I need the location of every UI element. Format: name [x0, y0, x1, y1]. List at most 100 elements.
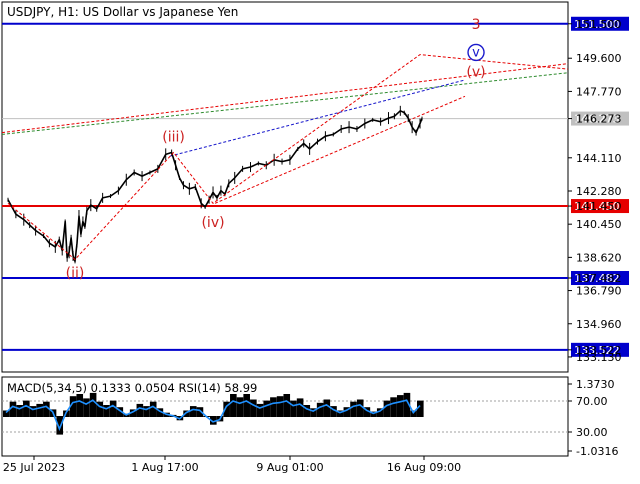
macd-bar [189, 406, 197, 417]
level-label-bg [571, 199, 629, 214]
macd-bar [23, 400, 30, 417]
macd-bar [270, 397, 277, 417]
x-tick-label: 25 Jul 2023 [3, 461, 65, 474]
level-label: 141.450 [574, 200, 620, 213]
x-tick-label: 16 Aug 09:00 [387, 461, 461, 474]
level-label-bg [571, 16, 629, 31]
wave-label: (iii) [162, 130, 185, 146]
macd-bar [29, 406, 37, 417]
indicator-tick-label: 70.00 [576, 395, 608, 408]
price-tick-label: 141.450 [576, 200, 622, 213]
level-label: 137.482 [574, 272, 620, 285]
price-tick-label: 149.600 [576, 52, 622, 65]
level-label-bg [571, 271, 629, 286]
macd-bar [310, 408, 317, 417]
rsi-line [5, 399, 421, 432]
macd-bar [103, 405, 110, 417]
macd-bar [417, 400, 424, 417]
level-label: 151.500 [574, 18, 620, 31]
macd-bar [303, 405, 311, 417]
indicator-tick-label: -1.0316 [576, 445, 618, 458]
macd-bar [396, 395, 404, 417]
wave-label: (v) [466, 64, 485, 80]
channel-lower-line [214, 95, 466, 204]
macd-bar [330, 406, 337, 417]
level-label-bg [571, 342, 629, 357]
macd-bar [56, 416, 64, 435]
channel-upper-line [1, 63, 569, 134]
price-series-line [7, 110, 423, 263]
macd-bar [410, 410, 417, 417]
macd-bar [9, 401, 17, 417]
macd-bar [250, 399, 257, 417]
macd-bar [109, 400, 117, 417]
macd-bar [403, 392, 411, 417]
indicator-frame [1, 376, 569, 457]
macd-bar [196, 407, 204, 417]
macd-bar [83, 398, 90, 417]
macd-bar [149, 401, 157, 417]
macd-bar [230, 394, 237, 417]
macd-bar [390, 397, 397, 417]
price-tick-label: 133.522 [576, 344, 622, 357]
macd-bar [43, 401, 50, 417]
price-tick-label: 144.110 [576, 152, 622, 165]
wave-label: v [472, 45, 480, 60]
macd-bar [383, 400, 391, 417]
macd-bar [210, 416, 217, 425]
wave-label: 3 [472, 17, 481, 33]
price-tick-label: 133.130 [576, 351, 622, 364]
macd-bar [263, 400, 271, 417]
macd-bar [363, 407, 371, 417]
price-tick-label: 137.482 [576, 272, 622, 285]
price-tick-label: 140.450 [576, 218, 622, 231]
macd-bar [129, 409, 137, 417]
price-tick-label: 134.960 [576, 318, 622, 331]
current-price-label: 146.273 [574, 113, 620, 126]
macd-bar [316, 402, 324, 417]
indicator-title: MACD(5,34,5) 0.1333 0.0504 RSI(14) 58.99 [7, 381, 257, 395]
wave-path [7, 54, 568, 261]
macd-bar [183, 410, 190, 417]
wave-label-circle [467, 43, 485, 62]
indicator-tick-label: 30.00 [576, 426, 608, 439]
price-tick-label: 151.500 [576, 18, 622, 31]
macd-bar [243, 394, 250, 417]
price-tick-label: 138.620 [576, 251, 622, 264]
macd-bar [370, 411, 377, 417]
main-frame [1, 1, 569, 373]
price-tick-label: 136.790 [576, 285, 622, 298]
macd-bar [376, 408, 384, 417]
macd-bar [3, 410, 10, 417]
macd-bar [96, 401, 104, 417]
macd-bar [283, 394, 291, 417]
macd-bar [136, 403, 144, 417]
macd-bar [296, 398, 304, 417]
macd-bar [89, 392, 97, 417]
macd-bar [276, 396, 284, 417]
macd-bar [116, 407, 124, 417]
macd-bar [236, 397, 244, 417]
macd-bar [343, 407, 351, 417]
macd-bar [256, 403, 264, 417]
macd-bar [223, 401, 230, 417]
x-tick-label: 1 Aug 17:00 [131, 461, 198, 474]
macd-bar [156, 408, 164, 417]
macd-bar [69, 396, 77, 417]
indicator-tick-label: 1.3730 [576, 378, 615, 391]
channel-blue-line [169, 79, 466, 157]
macd-bar [16, 405, 23, 417]
macd-bar [143, 406, 150, 417]
macd-bar [323, 399, 331, 417]
price-tick-label: 147.770 [576, 85, 622, 98]
current-price-label-bg [571, 111, 629, 126]
level-label: 133.522 [574, 344, 620, 357]
price-tick-label: 142.280 [576, 185, 622, 198]
macd-bar [336, 410, 344, 417]
chart-title: USDJPY, H1: US Dollar vs Japanese Yen [7, 5, 238, 19]
price-tick-label: 146.273 [576, 113, 622, 126]
wave-label: (iv) [201, 215, 224, 231]
